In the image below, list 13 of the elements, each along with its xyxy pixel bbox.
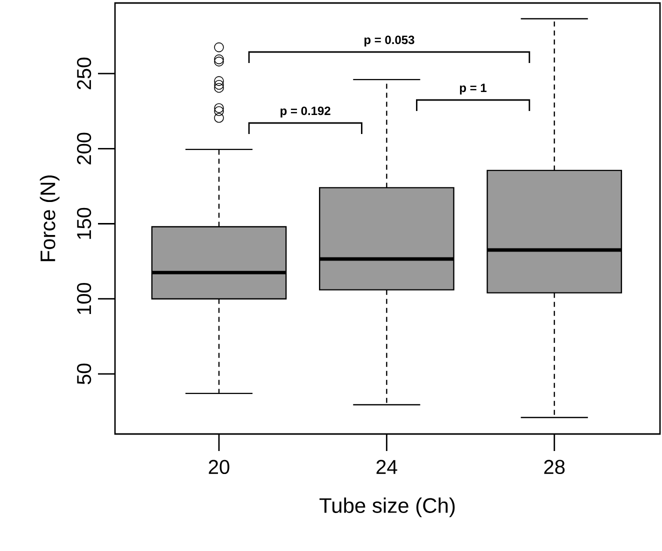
y-tick-label: 100 [76, 282, 92, 314]
y-axis-title: Force (N) [40, 175, 60, 262]
x-tick-label: 24 [376, 460, 398, 474]
annotation: p = 0.192 [280, 106, 330, 118]
x-tick-label: 20 [208, 460, 230, 474]
annotation: p = 1 [460, 84, 487, 94]
annotation: p = 0.053 [364, 36, 414, 46]
y-tick-label: 50 [76, 364, 92, 384]
x-tick-label: 28 [544, 460, 565, 474]
y-tick-label: 200 [76, 132, 92, 164]
y-tick-label: 150 [76, 208, 92, 239]
y-tick-label: 250 [76, 58, 92, 90]
x-axis-title: Tube size (Ch) [320, 498, 455, 518]
